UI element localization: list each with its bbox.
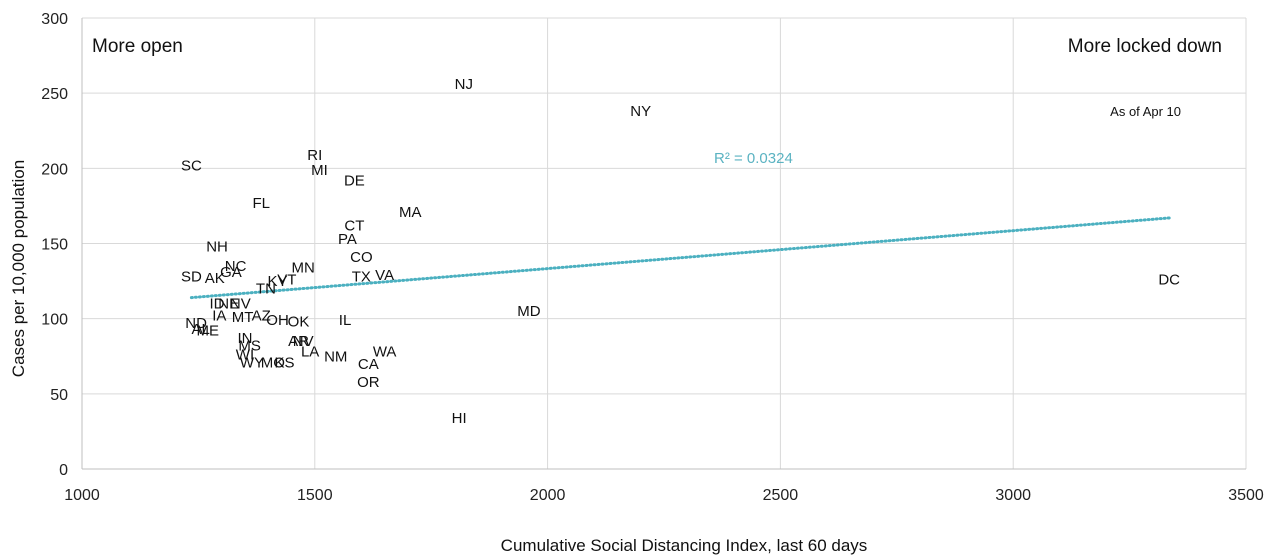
data-point-az: AZ	[252, 308, 271, 325]
annotation-more-open: More open	[92, 36, 183, 57]
data-point-ky: KY	[268, 273, 288, 290]
data-point-md: MD	[517, 303, 540, 320]
trend-line	[189, 216, 1171, 300]
data-point-ca: CA	[358, 356, 379, 373]
data-point-in: IN	[237, 330, 252, 347]
x-tick-label: 3500	[1228, 487, 1264, 504]
data-point-me: ME	[196, 323, 219, 340]
data-point-nv: NV	[293, 333, 314, 350]
data-point-ia: IA	[212, 308, 226, 325]
y-tick-label: 150	[41, 237, 68, 254]
data-point-wy: WY	[240, 354, 264, 371]
data-point-mn: MN	[291, 260, 314, 277]
data-point-dc: DC	[1158, 272, 1180, 289]
y-tick-label: 100	[41, 312, 68, 329]
data-point-ne: NE	[218, 296, 239, 313]
data-point-oh: OH	[266, 312, 289, 329]
data-point-de: DE	[344, 172, 365, 189]
data-point-ms: MS	[238, 338, 261, 355]
y-tick-label: 50	[50, 387, 68, 404]
data-point-nh: NH	[206, 239, 228, 256]
x-axis-title: Cumulative Social Distancing Index, last…	[501, 536, 868, 555]
x-tick-label: 2500	[763, 487, 799, 504]
data-point-pa: PA	[338, 231, 357, 248]
data-point-ks: KS	[275, 354, 295, 371]
data-point-mt: MT	[232, 309, 254, 326]
tick-labels: 0 50 100 150 200 250 300 1000 1500 2000 2500 3000 35…	[41, 11, 1264, 504]
grid-lines	[82, 17, 1247, 469]
data-point-ga: GA	[220, 264, 242, 281]
data-point-hi: HI	[452, 410, 467, 427]
y-tick-label: 0	[59, 462, 68, 479]
data-point-wa: WA	[373, 344, 397, 361]
r-squared-label: R² = 0.0324	[714, 150, 793, 167]
x-tick-label: 1000	[64, 487, 100, 504]
data-point-mi: MI	[311, 162, 328, 179]
y-tick-label: 250	[41, 86, 68, 103]
annotation-date: As of Apr 10	[1110, 104, 1181, 119]
data-point-va: VA	[375, 267, 394, 284]
data-point-tn: TN	[256, 281, 276, 298]
y-tick-label: 200	[41, 161, 68, 178]
data-point-ok: OK	[288, 314, 310, 331]
data-point-ar: AR	[288, 333, 309, 350]
axes	[81, 18, 1246, 470]
data-point-ny: NY	[630, 103, 651, 120]
y-tick-label: 300	[41, 11, 68, 28]
data-point-fl: FL	[252, 195, 270, 212]
data-point-sc: SC	[181, 157, 202, 174]
data-point-ma: MA	[399, 204, 422, 221]
y-axis-title: Cases per 10,000 population	[9, 160, 28, 377]
data-point-tx: TX	[352, 269, 371, 286]
x-tick-label: 2000	[530, 487, 566, 504]
data-point-ri: RI	[307, 147, 322, 164]
data-point-vt: VT	[277, 272, 296, 289]
data-point-ct: CT	[344, 217, 364, 234]
data-point-mo: MO	[261, 354, 285, 371]
data-point-nd: ND	[185, 315, 207, 332]
data-point-la: LA	[301, 344, 319, 361]
data-point-nm: NM	[324, 348, 347, 365]
data-point-wi: WI	[236, 347, 254, 364]
data-point-il: IL	[339, 312, 352, 329]
data-point-nc: NC	[225, 258, 247, 275]
data-point-co: CO	[350, 249, 373, 266]
data-point-or: OR	[357, 374, 380, 391]
data-point-nj: NJ	[455, 76, 473, 93]
data-point-id: ID	[210, 296, 225, 313]
x-tick-label: 3000	[995, 487, 1031, 504]
data-point-ak: AK	[205, 270, 225, 287]
annotation-more-locked-down: More locked down	[1068, 36, 1222, 57]
x-tick-label: 1500	[297, 487, 333, 504]
data-point-nv: NV	[230, 296, 251, 313]
data-point-al: AL	[192, 321, 210, 338]
data-point-sd: SD	[181, 269, 202, 286]
